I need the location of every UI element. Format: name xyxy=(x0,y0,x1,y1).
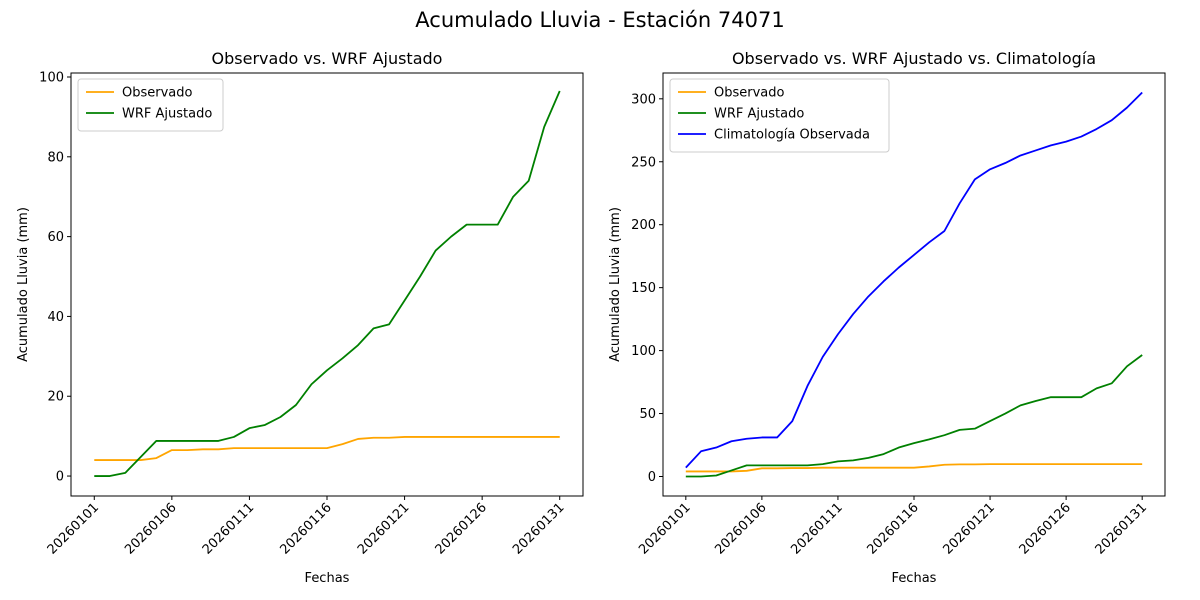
legend-box xyxy=(77,78,224,132)
x-tick-label: 20260116 xyxy=(277,500,334,557)
x-tick-label: 20260121 xyxy=(355,500,412,557)
y-axis-label: Acumulado Lluvia (mm) xyxy=(608,207,623,362)
x-tick-label: 20260101 xyxy=(45,500,102,557)
axes-frame xyxy=(70,72,584,497)
x-tick-label: 20260121 xyxy=(940,500,997,557)
legend: Observado WRF Ajustado Climatología Observ… xyxy=(669,78,890,153)
chart-title: Observado vs. WRF Ajustado xyxy=(212,49,443,68)
y-tick-label: 0 xyxy=(56,470,64,485)
chart-title: Observado vs. WRF Ajustado vs. Climatolo… xyxy=(732,49,1096,68)
legend-label: WRF Ajustado xyxy=(714,107,804,122)
y-tick-label: 40 xyxy=(47,310,64,325)
x-axis-label: Fechas xyxy=(892,571,937,586)
x-tick-label: 20260131 xyxy=(1093,500,1150,557)
y-axis-label: Acumulado Lluvia (mm) xyxy=(16,207,31,362)
series-line-observado xyxy=(94,436,560,461)
x-tick-label: 20260131 xyxy=(510,500,567,557)
y-tick-label: 20 xyxy=(47,390,64,405)
legend-box xyxy=(669,78,890,153)
chart-2: Observado vs. WRF Ajustado vs. Climatolo… xyxy=(608,49,1166,586)
y-tick-label: 250 xyxy=(631,155,656,170)
x-tick-label: 20260106 xyxy=(122,500,179,557)
series-line-wrf-ajustado xyxy=(685,354,1143,478)
x-axis-label: Fechas xyxy=(305,571,350,586)
y-tick-label: 60 xyxy=(47,230,64,245)
x-tick-label: 20260111 xyxy=(788,500,845,557)
y-tick-label: 80 xyxy=(47,150,64,165)
series-line-wrf-ajustado xyxy=(94,90,561,477)
figure-title: Acumulado Lluvia - Estación 74071 xyxy=(415,8,785,32)
y-tick-label: 150 xyxy=(631,281,656,296)
x-tick-label: 20260106 xyxy=(712,500,769,557)
legend: Observado WRF Ajustado xyxy=(77,78,224,132)
y-tick-label: 300 xyxy=(631,92,656,107)
x-tick-label: 20260111 xyxy=(200,500,257,557)
legend-label: Observado xyxy=(122,86,193,101)
x-tick-label: 20260116 xyxy=(864,500,921,557)
legend-label: Climatología Observada xyxy=(714,128,870,143)
series-line-observado xyxy=(685,463,1143,473)
y-tick-label: 100 xyxy=(39,70,64,85)
series-line-climatología-observada xyxy=(685,91,1143,469)
y-tick-label: 100 xyxy=(631,344,656,359)
legend-label: WRF Ajustado xyxy=(122,107,212,122)
y-tick-label: 200 xyxy=(631,218,656,233)
x-tick-label: 20260126 xyxy=(433,500,490,557)
x-tick-label: 20260101 xyxy=(636,500,693,557)
chart-1: Observado vs. WRF Ajustado 0 20 40 60 80 100 20… xyxy=(16,49,584,586)
x-tick-label: 20260126 xyxy=(1017,500,1074,557)
y-tick-label: 50 xyxy=(639,407,656,422)
legend-label: Observado xyxy=(714,86,785,101)
y-tick-label: 0 xyxy=(648,470,656,485)
